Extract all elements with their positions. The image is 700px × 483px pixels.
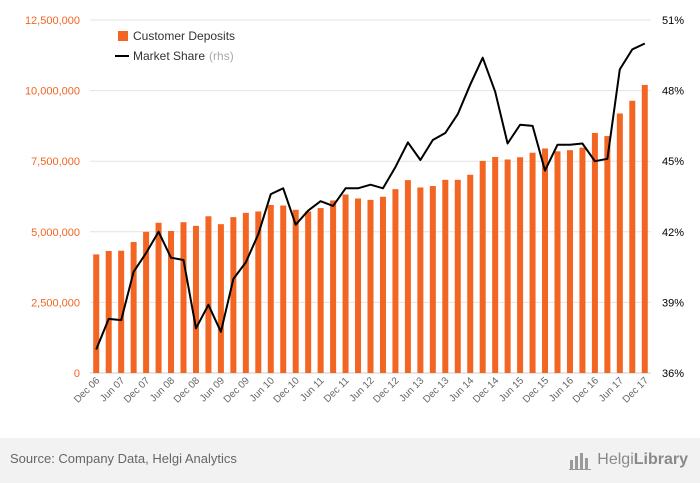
deposit-bar: [579, 147, 586, 373]
left-axis-tick-label: 12,500,000: [25, 15, 80, 27]
deposit-bar: [155, 222, 162, 373]
deposit-bar: [616, 113, 623, 374]
deposit-bar: [404, 180, 411, 373]
deposit-bar: [280, 205, 287, 373]
x-axis-tick-label: Dec 08: [172, 375, 202, 405]
deposit-bar: [342, 194, 349, 373]
right-axis-tick-label: 51%: [662, 15, 684, 27]
deposit-bar: [392, 189, 399, 373]
deposit-bar: [454, 179, 461, 373]
x-axis-tick-label: Dec 07: [122, 375, 152, 405]
right-axis-tick-label: 48%: [662, 86, 684, 98]
deposit-bar: [305, 211, 312, 373]
right-axis-tick-label: 39%: [662, 297, 684, 309]
right-axis-tick-label: 36%: [662, 368, 684, 380]
deposit-bar: [93, 254, 100, 373]
deposit-bar: [267, 204, 274, 373]
x-axis-tick-label: Dec 12: [371, 375, 401, 405]
deposit-bar: [168, 230, 175, 373]
deposit-bar: [566, 150, 573, 373]
logo-text-light: Helgi: [597, 451, 634, 468]
left-axis-tick-label: 2,500,000: [31, 297, 80, 309]
deposit-bar: [230, 217, 237, 373]
deposit-bar: [554, 151, 561, 373]
x-axis-tick-label: Dec 17: [621, 375, 651, 405]
deposit-bar: [118, 250, 125, 373]
deposit-bar: [417, 187, 424, 373]
x-axis-tick-label: Dec 14: [471, 375, 501, 405]
legend-label-rhs: (rhs): [209, 49, 234, 63]
deposit-bar: [641, 84, 648, 374]
deposit-bar: [479, 160, 486, 373]
left-axis-tick-label: 7,500,000: [31, 156, 80, 168]
legend-swatch-deposits: [118, 31, 128, 41]
deposit-bar: [504, 159, 511, 373]
deposit-bar: [492, 156, 499, 373]
deposit-bar: [105, 251, 112, 373]
deposit-bar: [317, 208, 324, 373]
market-share-line-group: [95, 42, 646, 350]
x-axis-tick-label: Dec 09: [222, 375, 252, 405]
legend-label-market-share: Market Share (rhs): [133, 49, 234, 63]
x-axis-tick-label: Dec 13: [421, 375, 451, 405]
right-axis-tick-label: 45%: [662, 156, 684, 168]
x-axis-tick-label: Dec 11: [322, 375, 352, 405]
left-axis-tick-label: 5,000,000: [31, 227, 80, 239]
deposit-bar: [529, 152, 536, 373]
deposit-bar: [205, 216, 212, 373]
deposit-bar: [379, 196, 386, 373]
deposit-bar: [542, 148, 549, 373]
combo-chart: 0 2,500,000 5,000,000 7,500,000 10,000,000 12…: [25, 15, 684, 406]
left-axis-tick-label: 0: [74, 368, 80, 380]
bar-chart-icon: [569, 453, 592, 470]
x-axis-tick-label: Dec 10: [272, 375, 302, 405]
deposit-bar: [143, 231, 150, 373]
deposit-bar: [442, 179, 449, 373]
logo-text: HelgiLibrary: [597, 451, 688, 469]
deposit-bar: [629, 100, 636, 373]
deposit-bar: [242, 212, 249, 373]
deposit-bar: [429, 186, 436, 373]
logo-text-bold: Library: [633, 451, 688, 468]
footer-bar: Source: Company Data, Helgi Analytics He…: [0, 438, 700, 483]
legend-label-market-share-text: Market Share: [133, 49, 205, 63]
source-text: Source: Company Data, Helgi Analytics: [10, 451, 237, 466]
deposit-bar: [217, 224, 224, 373]
deposit-bar: [255, 211, 262, 373]
deposit-bar: [180, 222, 187, 373]
x-axis-tick-label: Dec 15: [521, 375, 551, 405]
deposit-bar: [130, 241, 137, 373]
deposit-bar: [467, 174, 474, 373]
x-axis-tick-label: Jun 11: [298, 375, 327, 404]
right-axis-tick-label: 42%: [662, 227, 684, 239]
x-axis-tick-label: Dec 16: [571, 375, 601, 405]
left-axis-tick-label: 10,000,000: [25, 86, 80, 98]
legend: Customer Deposits Market Share (rhs): [115, 29, 235, 63]
deposit-bars: [93, 84, 648, 374]
helgi-library-logo[interactable]: HelgiLibrary: [569, 448, 688, 472]
legend-label-deposits: Customer Deposits: [133, 29, 235, 43]
deposit-bar: [292, 209, 299, 373]
deposit-bar: [355, 198, 362, 373]
deposit-bar: [367, 199, 374, 373]
left-axis-labels: 0 2,500,000 5,000,000 7,500,000 10,000,000 12…: [25, 15, 80, 380]
deposit-bar: [517, 157, 524, 373]
right-axis-labels: 36% 39% 42% 45% 48% 51%: [662, 15, 684, 380]
deposit-bar: [591, 132, 598, 373]
deposit-bar: [330, 200, 337, 373]
deposit-bar: [192, 225, 199, 373]
deposit-bar: [604, 136, 611, 373]
market-share-line: [95, 42, 646, 350]
